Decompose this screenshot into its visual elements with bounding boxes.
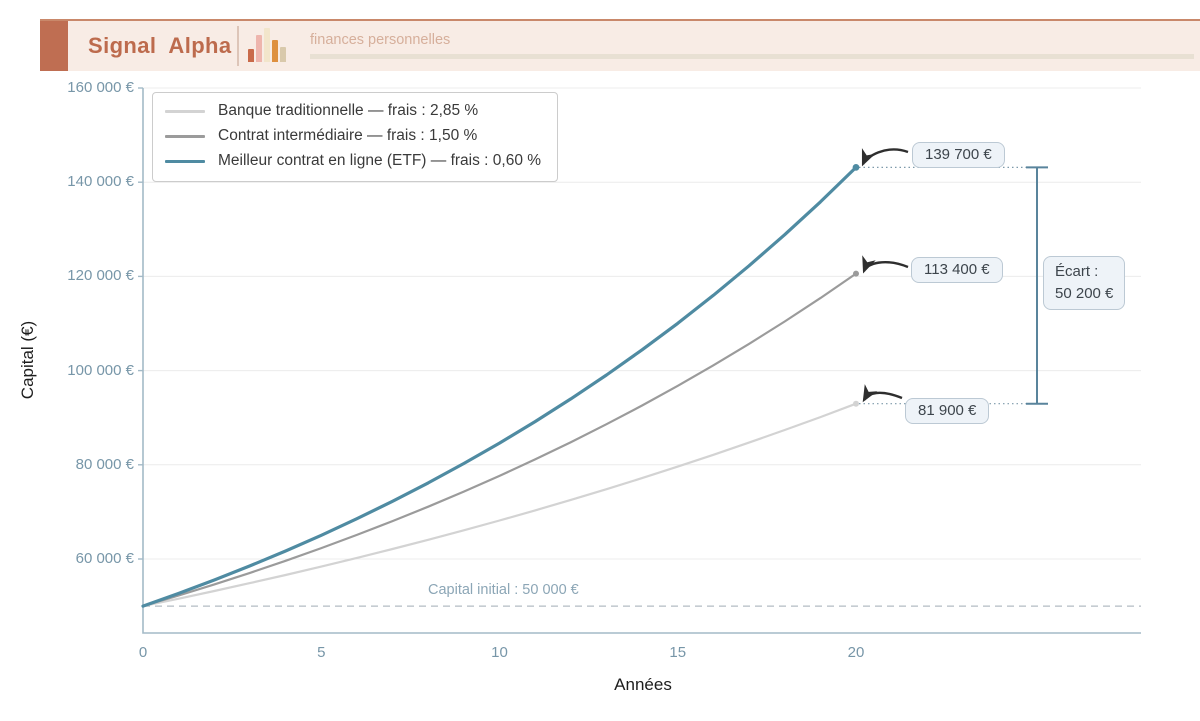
gap-title: Écart : [1055,263,1099,280]
series-endpoint-0 [853,400,859,407]
gap-bracket [1026,166,1048,405]
y-tick-label: 120 000 € [67,267,134,285]
legend-item-intermediate: Contrat intermédiaire — frais : 1,50 % [165,127,541,145]
y-tick-label: 80 000 € [75,455,134,473]
header-band: Signal Alpha finances personnelles [40,19,1200,71]
brand-block [40,21,68,71]
series-line-0 [141,402,858,608]
x-tick-label: 15 [669,644,687,661]
x-tick-label: 20 [847,644,865,661]
legend-label-best: Meilleur contrat en ligne (ETF) — frais … [218,152,542,169]
x-tick-label: 0 [138,644,148,661]
x-tick-label: 10 [491,644,508,661]
callout-best-value: 139 700 € [912,142,1005,168]
series-endpoint-2 [852,163,860,171]
header-underline [310,54,1194,59]
header-divider [237,26,239,66]
bar-chart-icon [248,28,286,62]
x-tick-label: 5 [317,644,326,661]
legend-swatch-intermediate [165,134,205,138]
series-line-2 [141,165,858,608]
brand-word-signal: Signal [88,33,157,58]
gap-value: 50 200 € [1055,284,1114,302]
legend-item-best: Meilleur contrat en ligne (ETF) — frais … [165,152,541,170]
legend-item-bank: Banque traditionnelle — frais : 2,85 % [165,102,541,120]
brand-word-alpha: Alpha [168,33,232,58]
callout-bank-value: 81 900 € [905,398,990,424]
series-line-1 [141,272,858,608]
header-subtitle: finances personnelles [310,32,451,48]
legend-swatch-bank [165,109,205,113]
arrow-best [861,148,909,167]
y-tick-label: 60 000 € [75,550,134,567]
y-tick-label: 100 000 € [67,361,134,379]
series-endpoint-1 [853,270,859,277]
brand-title: Signal Alpha [88,21,232,71]
y-tick-label: 160 000 € [67,79,134,96]
y-tick-label: 140 000 € [67,173,134,191]
x-axis-title: Années [614,675,672,694]
callout-gap: Écart : 50 200 € [1043,256,1126,310]
legend-label-intermediate: Contrat intermédiaire — frais : 1,50 % [218,127,478,144]
legend-swatch-best [165,159,205,163]
axis-lines [142,88,1141,634]
legend-label-bank: Banque traditionnelle — frais : 2,85 % [218,102,479,119]
arrow-intermediate [862,255,909,274]
chart-legend: Banque traditionnelle — frais : 2,85 % C… [152,92,559,182]
arrow-bank [862,384,903,403]
callout-intermediate-value: 113 400 € [911,257,1003,283]
baseline-label: Capital initial : 50 000 € [428,582,579,598]
y-axis-title: Capital (€) [18,320,37,400]
